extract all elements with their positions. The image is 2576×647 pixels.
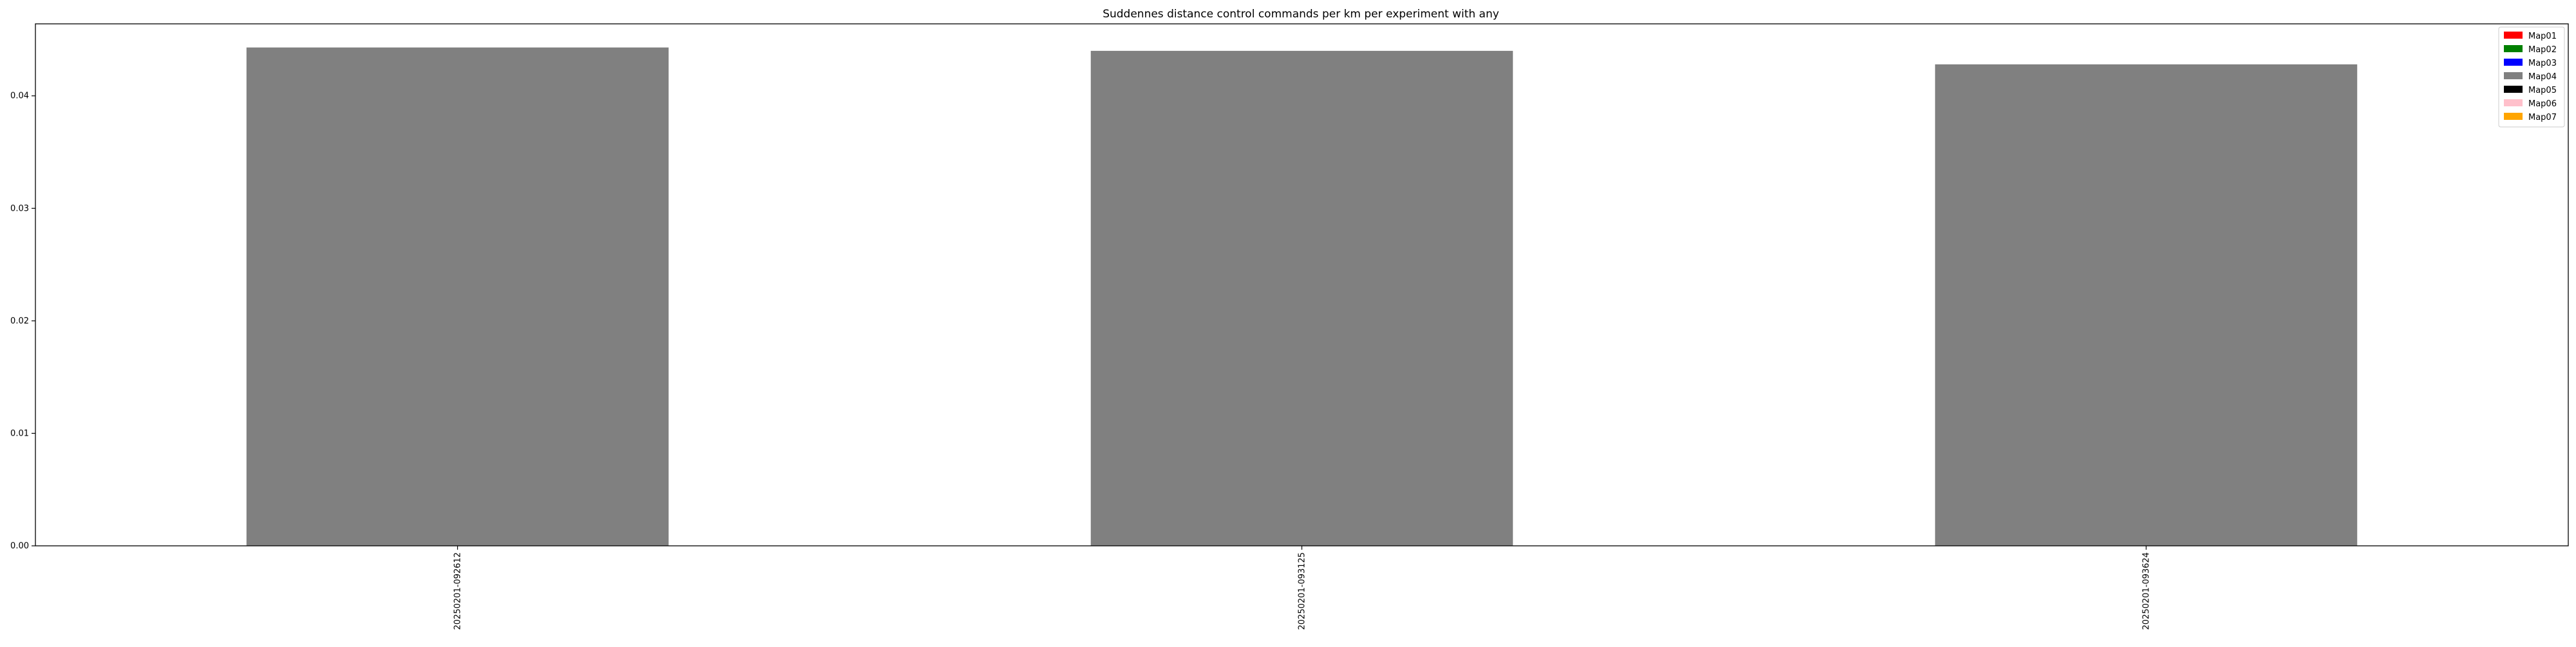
bar	[1935, 64, 2358, 546]
legend-swatch	[2504, 59, 2523, 66]
legend: Map01 Map02 Map03 Map04 Map05 Map06 Map07	[2498, 26, 2565, 128]
x-tick-label: 20250201-093125	[1298, 552, 1307, 630]
x-tick-label: 20250201-092612	[453, 552, 463, 630]
legend-swatch	[2504, 32, 2523, 39]
legend-swatch	[2504, 45, 2523, 52]
y-tick-label: 0.02	[10, 316, 29, 326]
x-axis: 20250201-092612 20250201-093125 20250201-0…	[453, 546, 2152, 630]
legend-label: Map04	[2528, 72, 2557, 82]
bar	[1090, 50, 1513, 546]
bars-layer	[246, 47, 2358, 546]
y-tick-label: 0.03	[10, 204, 29, 213]
y-axis: 0.00 0.01 0.02 0.03 0.04	[10, 92, 35, 551]
legend-label: Map06	[2528, 99, 2557, 109]
legend-label: Map07	[2528, 113, 2557, 122]
legend-swatch	[2504, 86, 2523, 93]
legend-swatch	[2504, 72, 2523, 79]
bar	[246, 47, 669, 546]
legend-label: Map01	[2528, 32, 2557, 41]
legend-swatch	[2504, 113, 2523, 120]
legend-swatch	[2504, 99, 2523, 106]
y-tick-label: 0.04	[10, 92, 29, 101]
legend-label: Map03	[2528, 59, 2557, 68]
legend-label: Map02	[2528, 45, 2557, 55]
legend-label: Map05	[2528, 86, 2557, 95]
y-tick-label: 0.00	[10, 541, 29, 551]
chart-title: Suddennes distance control commands per …	[1103, 8, 1499, 21]
x-tick-label: 20250201-093624	[2142, 552, 2152, 630]
y-tick-label: 0.01	[10, 429, 29, 438]
